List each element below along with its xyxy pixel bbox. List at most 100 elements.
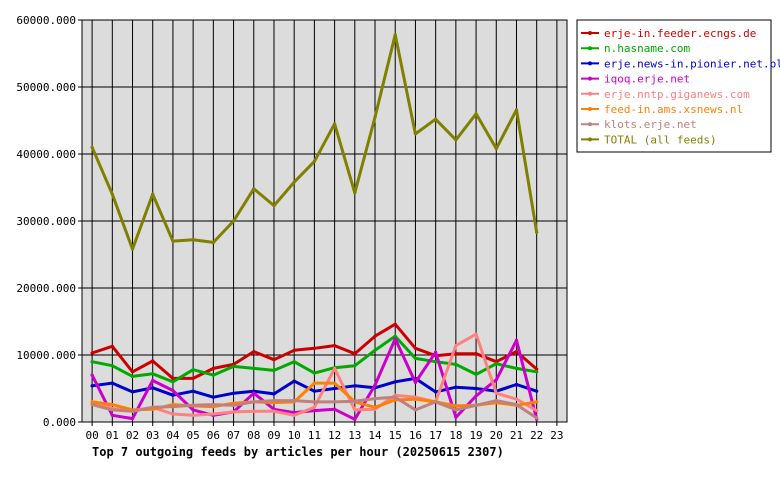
data-point xyxy=(171,388,175,393)
data-point xyxy=(312,405,316,409)
data-point xyxy=(535,367,539,371)
data-point xyxy=(454,352,458,356)
data-point xyxy=(393,337,397,341)
y-tick-label: 50000.000 xyxy=(16,81,76,94)
data-point xyxy=(434,360,438,364)
data-point xyxy=(231,410,236,414)
data-point xyxy=(231,391,236,395)
data-point xyxy=(434,400,438,404)
series-layer xyxy=(90,33,539,421)
data-point xyxy=(373,334,377,338)
data-point xyxy=(494,378,498,382)
data-point xyxy=(353,408,357,412)
data-point xyxy=(373,396,377,401)
data-point xyxy=(171,404,175,409)
data-point xyxy=(312,389,316,393)
x-tick-label: 10 xyxy=(288,429,301,442)
data-point xyxy=(454,362,458,366)
legend-marker xyxy=(588,76,592,81)
data-point xyxy=(393,395,397,399)
data-point xyxy=(90,402,94,407)
x-tick-label: 14 xyxy=(368,429,382,442)
data-point xyxy=(130,417,135,421)
data-point xyxy=(171,412,175,416)
data-point xyxy=(413,397,418,401)
data-point xyxy=(110,364,114,368)
data-point xyxy=(333,400,337,404)
data-point xyxy=(252,391,256,395)
data-point xyxy=(292,398,296,403)
legend-marker xyxy=(588,46,592,51)
data-point xyxy=(90,400,94,404)
data-point xyxy=(514,382,519,387)
data-point xyxy=(231,403,236,407)
data-point xyxy=(353,191,357,195)
data-point xyxy=(191,413,195,417)
x-tick-label: 20 xyxy=(490,429,503,442)
legend-label: erje.nntp.giganews.com xyxy=(604,88,750,101)
data-point xyxy=(191,389,195,393)
data-point xyxy=(211,395,215,399)
data-point xyxy=(312,400,316,404)
data-point xyxy=(535,409,539,413)
data-point xyxy=(191,376,195,381)
legend: erje-in.feeder.ecngs.de n.hasname.com erje… xyxy=(576,19,780,153)
data-point xyxy=(211,373,215,377)
x-tick-label: 13 xyxy=(348,429,361,442)
y-tick-label: 30000.000 xyxy=(16,215,76,228)
data-point xyxy=(312,159,316,163)
data-point xyxy=(90,145,94,149)
x-tick-label: 18 xyxy=(449,429,462,442)
data-point xyxy=(211,366,215,370)
x-tick-label: 00 xyxy=(85,429,98,442)
series-4 xyxy=(90,332,539,417)
data-point xyxy=(191,368,195,372)
data-point xyxy=(272,398,276,403)
data-point xyxy=(110,408,114,412)
x-tick-label: 05 xyxy=(187,429,200,442)
data-point xyxy=(171,239,175,243)
data-point xyxy=(494,362,498,366)
x-tick-label: 23 xyxy=(550,429,563,442)
data-point xyxy=(110,344,114,348)
data-point xyxy=(454,344,458,348)
data-point xyxy=(514,350,519,354)
data-point xyxy=(373,405,377,409)
data-point xyxy=(474,352,478,356)
data-point xyxy=(272,358,276,362)
data-point xyxy=(272,368,276,373)
x-axis-ticks: 00 01 02 03 04 05 06 07 08 09 10 11 12 13 14 15 16 17 18 19… xyxy=(85,422,564,442)
legend-label: erje-in.feeder.ecngs.de xyxy=(604,27,756,40)
data-point xyxy=(130,374,135,379)
x-tick-label: 19 xyxy=(469,429,482,442)
data-point xyxy=(393,380,397,384)
data-point xyxy=(353,417,357,421)
data-point xyxy=(130,390,135,394)
data-point xyxy=(434,390,438,394)
y-tick-label: 60000.000 xyxy=(16,14,76,27)
data-point xyxy=(272,203,276,208)
data-point xyxy=(454,404,458,408)
y-axis-ticks: 0.000 10000.000 20000.000 30000.000 40000.00… xyxy=(16,14,82,429)
data-point xyxy=(454,415,458,419)
series-2 xyxy=(90,376,539,399)
data-point xyxy=(292,360,296,364)
y-tick-label: 0.000 xyxy=(43,416,76,429)
data-point xyxy=(252,187,256,191)
data-point xyxy=(110,402,114,407)
x-tick-label: 11 xyxy=(308,429,321,442)
data-point xyxy=(494,398,498,403)
data-point xyxy=(454,138,458,142)
legend-label: TOTAL (all feeds) xyxy=(604,133,717,146)
data-point xyxy=(353,399,357,403)
data-point xyxy=(333,407,337,411)
legend-label: erje.news-in.pionier.net.pl xyxy=(604,57,780,70)
data-point xyxy=(171,380,175,384)
data-point xyxy=(514,338,519,342)
series-1 xyxy=(90,334,539,384)
data-point xyxy=(393,322,397,326)
legend-box xyxy=(576,19,772,153)
data-point xyxy=(151,359,155,363)
x-tick-label: 21 xyxy=(510,429,523,442)
series-7 xyxy=(90,33,539,251)
